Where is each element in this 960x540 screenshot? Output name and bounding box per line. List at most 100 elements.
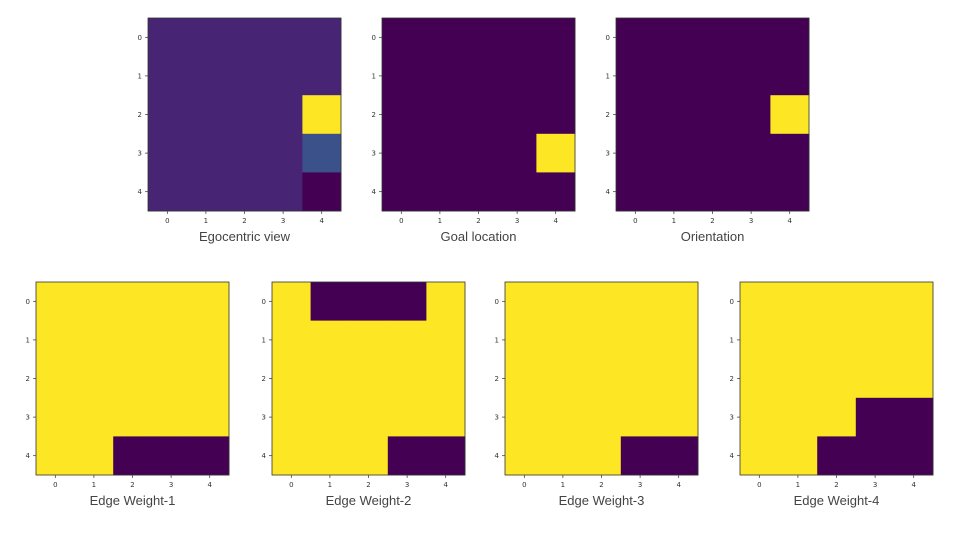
edge-weight-1-cell-r0-c3: [151, 282, 191, 321]
orientation-cell-r3-c0: [616, 133, 655, 173]
edge-weight-2-cell-r2-c2: [349, 359, 389, 399]
edge-weight-1-xtick-label-3: 3: [169, 481, 173, 489]
edge-weight-1-cell-r0-c4: [190, 282, 230, 321]
goal-location-cell-r3-c3: [497, 133, 537, 173]
orientation-cell-r4-c4: [770, 172, 810, 212]
edge-weight-3-cell-r0-c2: [582, 282, 622, 321]
edge-weight-4-xtick-label-2: 2: [834, 481, 838, 489]
egocentric-view-cell-r0-c0: [148, 18, 187, 57]
goal-location-cell-r2-c4: [536, 95, 576, 135]
edge-weight-3-cell-r1-c4: [659, 320, 699, 360]
orientation-cell-r4-c1: [654, 172, 694, 212]
edge-weight-3-cell-r0-c0: [505, 282, 544, 321]
edge-weight-1-cell-r0-c2: [113, 282, 153, 321]
edge-weight-4-xtick-label-0: 0: [757, 481, 761, 489]
orientation-cell-r2-c0: [616, 95, 655, 135]
egocentric-view-cell-r0-c2: [225, 18, 265, 57]
goal-location-cell-r1-c0: [382, 56, 421, 96]
goal-location-cell-r1-c4: [536, 56, 576, 96]
goal-location-cell-r0-c1: [420, 18, 460, 57]
edge-weight-2-xtick-label-3: 3: [405, 481, 409, 489]
egocentric-view-cell-r2-c2: [225, 95, 265, 135]
orientation-cell-r0-c2: [693, 18, 733, 57]
edge-weight-4-ytick-label-2: 2: [730, 375, 734, 383]
goal-location-cell-r2-c3: [497, 95, 537, 135]
edge-weight-4-cell-r2-c2: [817, 359, 857, 399]
orientation-cell-r1-c0: [616, 56, 655, 96]
edge-weight-2-cell-r3-c1: [310, 397, 350, 437]
goal-location-cell-r0-c0: [382, 18, 421, 57]
egocentric-view-caption: Egocentric view: [199, 229, 291, 244]
goal-location-cell-r4-c3: [497, 172, 537, 212]
edge-weight-4-cell-r0-c1: [778, 282, 818, 321]
edge-weight-3-xtick-label-1: 1: [561, 481, 565, 489]
orientation-cell-r3-c3: [731, 133, 771, 173]
heatmap-panel-egocentric-view: 0 1 2 3 4 0 1 2 3 4 Egocentric view: [138, 17, 342, 244]
orientation-ytick-label-3: 3: [606, 150, 610, 158]
edge-weight-3-cell-r4-c4: [659, 436, 699, 476]
edge-weight-4-xtick-label-1: 1: [796, 481, 800, 489]
edge-weight-1-cell-r3-c3: [151, 397, 191, 437]
goal-location-xtick-label-3: 3: [515, 217, 519, 225]
edge-weight-2-ytick-label-2: 2: [262, 375, 266, 383]
egocentric-view-cell-r1-c3: [263, 56, 303, 96]
egocentric-view-cell-r2-c1: [186, 95, 226, 135]
egocentric-view-cell-r4-c1: [186, 172, 226, 212]
edge-weight-4-xtick-label-4: 4: [911, 481, 916, 489]
goal-location-cell-r1-c1: [420, 56, 460, 96]
edge-weight-3-cell-r4-c3: [620, 436, 660, 476]
orientation-xtick-label-0: 0: [633, 217, 637, 225]
edge-weight-4-cell-r2-c3: [855, 359, 895, 399]
edge-weight-1-cell-r4-c4: [190, 436, 230, 476]
edge-weight-3-xtick-label-0: 0: [522, 481, 526, 489]
egocentric-view-cell-r2-c0: [148, 95, 187, 135]
orientation-caption: Orientation: [681, 229, 745, 244]
edge-weight-2-xtick-label-0: 0: [289, 481, 293, 489]
edge-weight-4-cell-r3-c1: [778, 397, 818, 437]
edge-weight-4-cell-r3-c0: [740, 397, 779, 437]
edge-weight-3-cell-r1-c3: [620, 320, 660, 360]
edge-weight-3-ytick-label-1: 1: [495, 336, 499, 344]
edge-weight-4-cell-r1-c0: [740, 320, 779, 360]
edge-weight-2-cell-r3-c2: [349, 397, 389, 437]
edge-weight-4-cell-r0-c2: [817, 282, 857, 321]
orientation-cell-r3-c1: [654, 133, 694, 173]
goal-location-cell-r0-c3: [497, 18, 537, 57]
goal-location-cell-r4-c2: [459, 172, 499, 212]
egocentric-view-cell-r2-c4: [302, 95, 342, 135]
orientation-cell-r2-c4: [770, 95, 810, 135]
edge-weight-4-cell-r1-c2: [817, 320, 857, 360]
orientation-cell-r1-c1: [654, 56, 694, 96]
edge-weight-1-cell-r2-c0: [36, 359, 75, 399]
edge-weight-1-cell-r1-c0: [36, 320, 75, 360]
edge-weight-3-cell-r4-c0: [505, 436, 544, 476]
egocentric-view-cell-r0-c1: [186, 18, 226, 57]
edge-weight-3-xtick-label-3: 3: [638, 481, 642, 489]
edge-weight-2-cell-r1-c4: [426, 320, 466, 360]
heatmap-panel-edge-weight-3: 0 1 2 3 4 0 1 2 3 4 Edge Weight-3: [495, 281, 699, 508]
edge-weight-4-cell-r0-c3: [855, 282, 895, 321]
edge-weight-2-xtick-label-2: 2: [366, 481, 370, 489]
goal-location-cell-r4-c4: [536, 172, 576, 212]
edge-weight-2-cell-r2-c0: [272, 359, 311, 399]
goal-location-cell-r3-c4: [536, 133, 576, 173]
edge-weight-2-cell-r1-c1: [310, 320, 350, 360]
edge-weight-2-cell-r2-c4: [426, 359, 466, 399]
edge-weight-1-ytick-label-4: 4: [26, 452, 31, 460]
edge-weight-1-cell-r2-c4: [190, 359, 230, 399]
edge-weight-2-cell-r0-c2: [349, 282, 389, 321]
edge-weight-4-cell-r4-c4: [894, 436, 934, 476]
edge-weight-3-cell-r4-c1: [543, 436, 583, 476]
edge-weight-4-cell-r3-c2: [817, 397, 857, 437]
orientation-cell-r4-c3: [731, 172, 771, 212]
egocentric-view-cell-r4-c0: [148, 172, 187, 212]
egocentric-view-cell-r3-c0: [148, 133, 187, 173]
edge-weight-1-cell-r4-c1: [74, 436, 114, 476]
edge-weight-2-cell-r3-c3: [387, 397, 427, 437]
edge-weight-2-xtick-label-4: 4: [443, 481, 448, 489]
edge-weight-3-cell-r2-c3: [620, 359, 660, 399]
edge-weight-3-cell-r1-c2: [582, 320, 622, 360]
edge-weight-2-cell-r4-c0: [272, 436, 311, 476]
goal-location-cell-r3-c0: [382, 133, 421, 173]
edge-weight-3-cell-r0-c1: [543, 282, 583, 321]
